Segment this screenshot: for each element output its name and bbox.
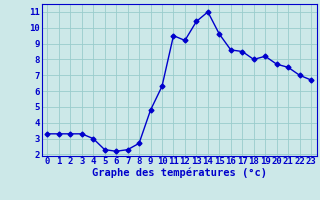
X-axis label: Graphe des températures (°c): Graphe des températures (°c) <box>92 168 267 178</box>
